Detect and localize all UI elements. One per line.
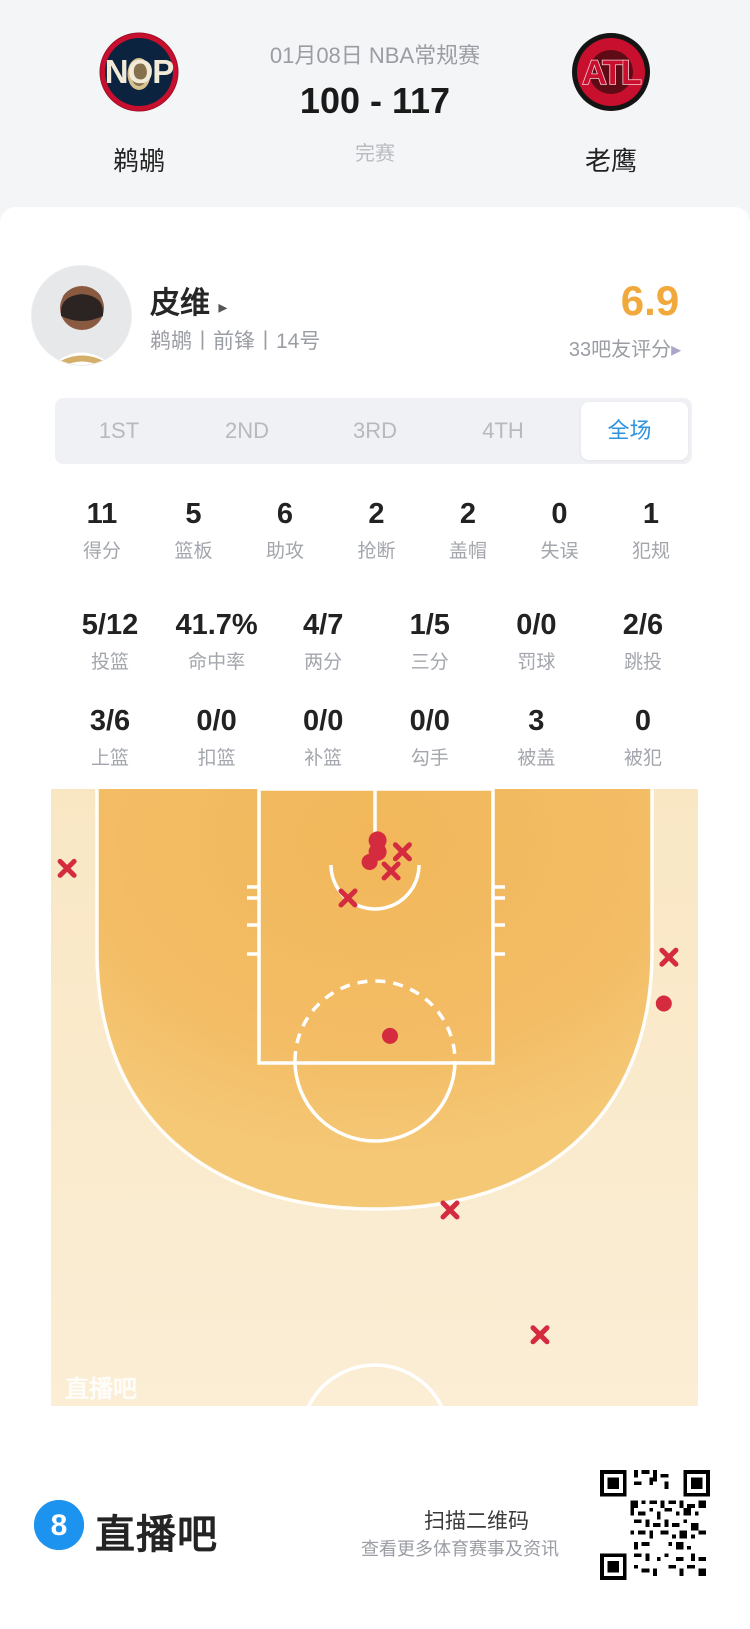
svg-text:8: 8 (51, 1509, 68, 1542)
svg-text:直播吧: 直播吧 (65, 1376, 137, 1403)
